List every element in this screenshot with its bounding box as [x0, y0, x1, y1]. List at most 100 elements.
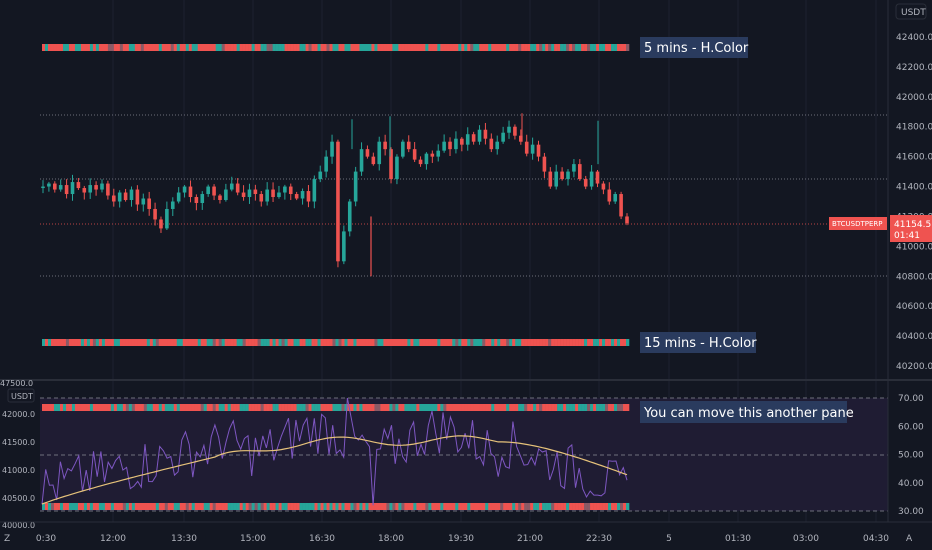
heat-cell	[221, 404, 225, 411]
heat-cell	[464, 404, 468, 411]
heat-cell	[554, 404, 558, 411]
heat-cell	[551, 44, 555, 51]
heat-cell	[410, 404, 414, 411]
heat-cell	[398, 339, 402, 346]
time-axis[interactable]: 0:30 12:00 13:30 15:00 16:30 18:00 19:30 21:00 2…	[36, 534, 889, 544]
candle-body	[401, 141, 405, 157]
heat-cell	[482, 503, 486, 510]
heat-cell	[497, 44, 501, 51]
fifteen-min-annotation-box[interactable]	[640, 332, 756, 353]
heat-cell	[479, 339, 483, 346]
heat-cell	[203, 404, 208, 411]
heat-cell	[593, 503, 597, 510]
symbol-tag	[829, 217, 887, 230]
heat-cell	[164, 404, 169, 411]
auto-scale-icon[interactable]: A	[906, 534, 913, 544]
heat-cell	[533, 404, 537, 411]
left-currency-button[interactable]	[7, 388, 35, 403]
heat-cell	[410, 339, 414, 346]
candle-body	[206, 186, 210, 195]
heat-cell	[386, 339, 390, 346]
heat-cell	[269, 503, 273, 510]
heat-cell	[443, 503, 447, 510]
candle-body	[135, 189, 140, 205]
candle-body	[294, 194, 299, 199]
heat-cell	[317, 44, 321, 51]
heat-cell	[62, 503, 67, 510]
heat-cell	[428, 503, 432, 510]
heat-cell	[488, 404, 492, 411]
heat-cell	[44, 404, 49, 411]
heat-cell	[551, 339, 555, 346]
heat-cell	[263, 44, 267, 51]
heat-cell	[131, 44, 136, 51]
heat-cell	[548, 339, 552, 346]
heat-cell	[569, 503, 573, 510]
heat-cell	[50, 339, 55, 346]
heat-cell	[395, 503, 399, 510]
candle-body	[625, 216, 629, 224]
candle-body	[106, 183, 110, 196]
candle-body	[519, 135, 523, 142]
heat-cell	[335, 404, 339, 411]
left-top-partial-tick: 47500.0	[0, 379, 33, 388]
timezone-icon[interactable]: Z	[4, 534, 10, 544]
heat-cell	[155, 44, 160, 51]
heat-cell	[212, 339, 217, 346]
heat-cell	[215, 503, 219, 510]
candle-body	[566, 171, 570, 180]
heat-cell	[290, 44, 294, 51]
heat-cell	[563, 404, 567, 411]
candle-body	[454, 138, 458, 150]
heat-cell	[383, 404, 387, 411]
candle-body	[365, 149, 370, 157]
five-min-annotation-box[interactable]	[640, 37, 748, 58]
heat-cell	[281, 404, 285, 411]
heat-cell	[614, 503, 618, 510]
left-tick-label: 42000.0	[2, 410, 35, 419]
heat-cell	[509, 44, 513, 51]
heat-cell	[470, 44, 474, 51]
candle-body	[153, 208, 157, 220]
heat-cell	[581, 404, 585, 411]
heat-cell	[200, 404, 205, 411]
candle-body	[483, 129, 488, 139]
heat-cell	[80, 503, 85, 510]
left-scale[interactable]: 42000.0 41500.0 41000.0 40500.0 40000.0	[2, 410, 35, 530]
heat-cell	[218, 44, 222, 51]
currency-unit-button[interactable]	[895, 3, 927, 20]
heat-cell	[473, 339, 477, 346]
heat-cell	[374, 339, 378, 346]
heat-cell	[491, 339, 495, 346]
price-tick-label: 40200.0	[896, 362, 932, 372]
heat-cell	[56, 503, 61, 510]
heat-cell	[191, 44, 196, 51]
heat-cell	[50, 44, 55, 51]
heat-cell	[203, 44, 208, 51]
heat-cell	[515, 404, 519, 411]
heat-cell	[419, 44, 423, 51]
heat-cell	[269, 339, 273, 346]
heat-cell	[74, 503, 79, 510]
heat-cell	[518, 339, 522, 346]
candle-body	[147, 198, 151, 209]
heat-cell	[170, 404, 175, 411]
heat-cell	[560, 339, 564, 346]
heat-cell	[146, 339, 151, 346]
heat-cell	[428, 44, 432, 51]
heat-cell	[449, 503, 453, 510]
rsi-axis[interactable]: 70.00 60.00 50.00 40.00 30.00	[898, 394, 924, 517]
heat-cell	[239, 404, 243, 411]
heat-cell	[518, 44, 522, 51]
heat-cell	[218, 503, 222, 510]
heat-cell	[578, 44, 582, 51]
heat-cell	[146, 404, 151, 411]
heat-cell	[500, 339, 504, 346]
heat-cell	[137, 44, 142, 51]
move-pane-annotation-box[interactable]	[640, 401, 847, 423]
heat-cell	[584, 339, 588, 346]
heat-cell	[413, 339, 417, 346]
heat-cell	[521, 44, 525, 51]
heat-cell	[377, 503, 381, 510]
